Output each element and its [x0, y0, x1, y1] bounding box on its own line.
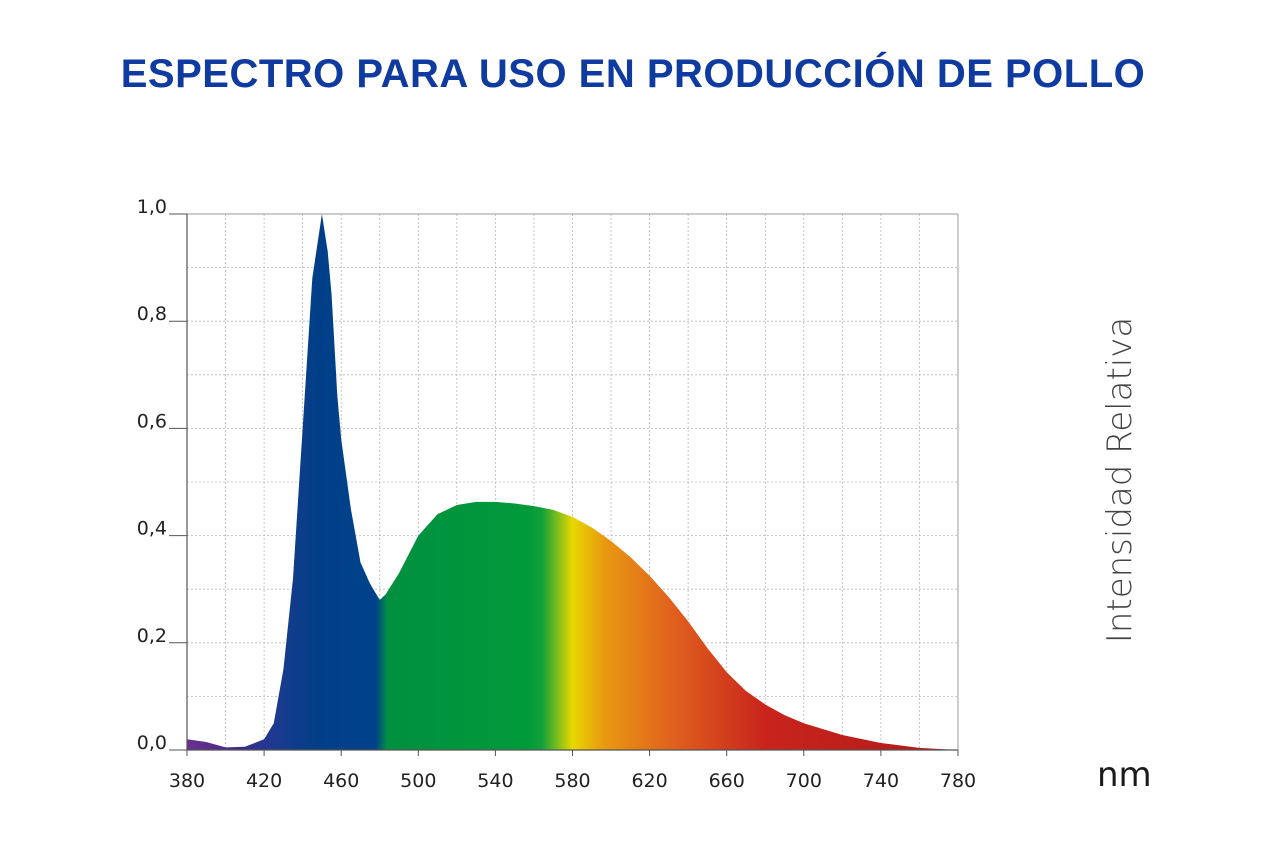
y-axis-label: Intensidad Relativa: [1100, 316, 1140, 644]
x-axis-unit-label: nm: [1097, 755, 1152, 795]
x-tick-label: 780: [940, 770, 976, 792]
axes: 0,0 0,2 0,4 0,6 0,8 1,0 380 420 460 500 540 580 620 6…: [137, 196, 976, 792]
spectrum-area: [187, 214, 958, 750]
x-tick-label: 500: [400, 770, 436, 792]
x-tick-label: 580: [554, 770, 590, 792]
x-tick-label: 540: [477, 770, 513, 792]
y-tick-label: 0,4: [137, 518, 167, 540]
x-tick-label: 420: [246, 770, 282, 792]
x-tick-label: 660: [709, 770, 745, 792]
chart-title: ESPECTRO PARA USO EN PRODUCCIÓN DE POLLO: [120, 52, 1146, 96]
x-tick-label: 740: [863, 770, 899, 792]
y-tick-label: 0,0: [137, 732, 167, 754]
y-tick-label: 0,2: [137, 625, 167, 647]
y-tick-label: 1,0: [137, 196, 167, 218]
x-tick-label: 620: [631, 770, 667, 792]
y-tick-label: 0,8: [137, 303, 167, 325]
x-tick-label: 460: [323, 770, 359, 792]
x-tick-label: 380: [169, 770, 205, 792]
y-tick-label: 0,6: [137, 410, 167, 432]
x-tick-label: 700: [786, 770, 822, 792]
